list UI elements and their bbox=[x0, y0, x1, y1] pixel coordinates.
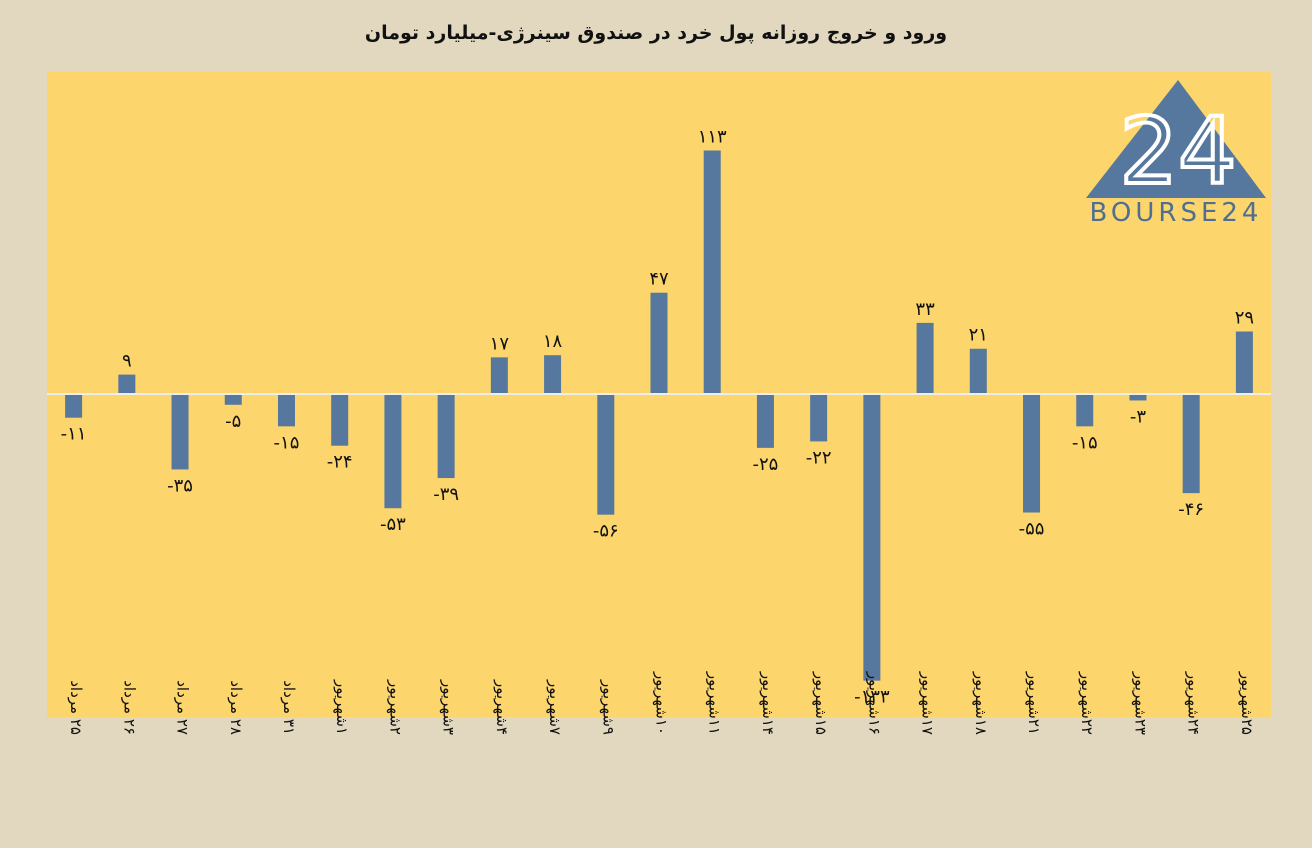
x-tick-label: ۳شهریور bbox=[440, 679, 458, 735]
data-label: -۵۶ bbox=[593, 521, 619, 542]
data-label: -۱۱ bbox=[61, 424, 87, 445]
data-label: ۳۳ bbox=[915, 299, 935, 320]
bar bbox=[1076, 394, 1094, 427]
data-label: -۲۴ bbox=[327, 452, 353, 473]
x-tick-label: ۱۴شهریور bbox=[759, 671, 777, 735]
bar bbox=[916, 322, 934, 394]
bar bbox=[65, 394, 83, 418]
data-label: ۲۹ bbox=[1235, 308, 1254, 329]
x-tick-label: ۹شهریور bbox=[599, 679, 617, 735]
x-tick-label: ۲۱شهریور bbox=[1025, 671, 1043, 735]
x-tick-label: ۲۶ مرداد bbox=[120, 680, 138, 735]
bar bbox=[863, 394, 881, 681]
bar bbox=[1023, 394, 1041, 513]
x-tick-label: ۳۱ مرداد bbox=[280, 680, 298, 735]
bar bbox=[1235, 331, 1253, 394]
bar bbox=[331, 394, 349, 446]
bar bbox=[756, 394, 774, 448]
x-tick-label: ۲۸ مرداد bbox=[227, 680, 245, 735]
bar bbox=[544, 355, 562, 394]
x-tick-label: ۱۸شهریور bbox=[972, 671, 990, 735]
data-label: ۱۱۳ bbox=[698, 126, 727, 147]
bar bbox=[650, 292, 668, 394]
x-tick-label: ۱شهریور bbox=[333, 679, 351, 735]
data-label: ۹ bbox=[122, 351, 132, 372]
bourse24-triangle-logo: 24 bbox=[1086, 80, 1266, 207]
data-label: ۱۸ bbox=[543, 331, 563, 352]
x-tick-label: ۷شهریور bbox=[546, 679, 564, 735]
data-label: -۲۵ bbox=[753, 454, 779, 475]
data-label: -۱۵ bbox=[274, 432, 300, 453]
chart-title: ورود و خروج روزانه پول خرد در صندوق سینر… bbox=[364, 22, 948, 44]
x-tick-label: ۲شهریور bbox=[386, 679, 404, 735]
bar bbox=[1182, 394, 1200, 494]
bar bbox=[384, 394, 402, 509]
x-tick-label: ۱۱شهریور bbox=[706, 671, 724, 735]
bar bbox=[437, 394, 455, 479]
logo-mark-24: 24 bbox=[1119, 98, 1236, 205]
bar bbox=[118, 374, 136, 394]
bar bbox=[810, 394, 828, 442]
data-label: -۳ bbox=[1130, 406, 1146, 427]
bar bbox=[490, 357, 508, 394]
data-label: -۳۵ bbox=[167, 475, 193, 496]
bar bbox=[277, 394, 295, 427]
bar bbox=[597, 394, 615, 515]
data-label: -۵۳ bbox=[380, 514, 406, 535]
data-label: -۱۳۳ bbox=[854, 687, 890, 708]
bar bbox=[969, 348, 987, 394]
x-tick-label: ۲۳شهریور bbox=[1131, 671, 1149, 735]
data-label: -۵ bbox=[225, 411, 241, 432]
data-label: -۲۲ bbox=[806, 447, 832, 468]
x-tick-label: ۱۰شهریور bbox=[653, 671, 671, 735]
data-label: -۵۵ bbox=[1019, 519, 1045, 540]
x-tick-label: ۱۵شهریور bbox=[812, 671, 830, 735]
x-tick-label: ۲۴شهریور bbox=[1185, 671, 1203, 735]
x-tick-label: ۱۶شهریور bbox=[865, 671, 883, 735]
data-label: ۲۱ bbox=[969, 325, 988, 346]
data-label: ۴۷ bbox=[649, 269, 669, 290]
bar bbox=[171, 394, 189, 470]
data-label: -۴۶ bbox=[1178, 499, 1204, 520]
data-label: ۱۷ bbox=[490, 333, 510, 354]
data-label: -۱۵ bbox=[1072, 432, 1098, 453]
x-tick-label: ۲۵شهریور bbox=[1238, 671, 1256, 735]
bar bbox=[1129, 394, 1147, 401]
x-tick-label: ۴شهریور bbox=[493, 679, 511, 735]
bar bbox=[224, 394, 242, 405]
bar bbox=[703, 150, 721, 394]
data-label: -۳۹ bbox=[433, 484, 459, 505]
x-tick-label: ۲۲شهریور bbox=[1078, 671, 1096, 735]
x-tick-label: ۲۵ مرداد bbox=[67, 680, 85, 735]
x-tick-label: ۲۷ مرداد bbox=[174, 680, 192, 735]
logo-wordmark: BOURSE24 bbox=[1089, 198, 1263, 228]
x-tick-label: ۱۷شهریور bbox=[919, 671, 937, 735]
